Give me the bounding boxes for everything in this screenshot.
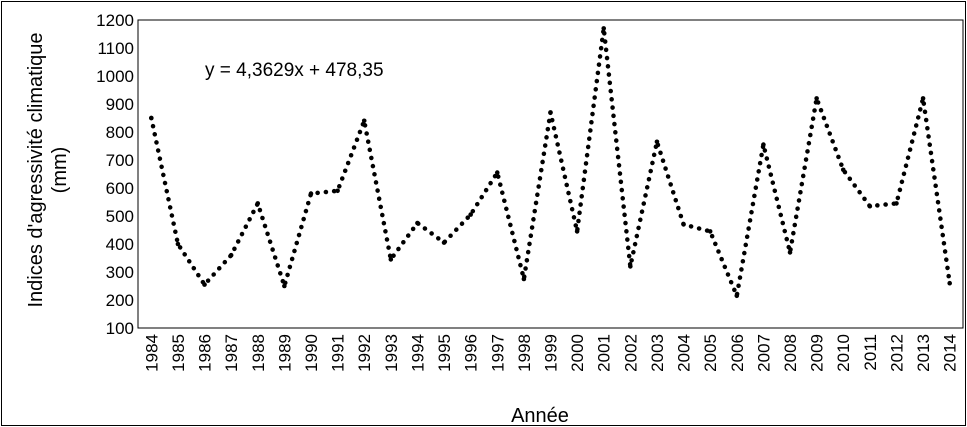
- series-layer: [149, 26, 952, 299]
- y-tick-label: 1000: [96, 67, 134, 86]
- data-point: [654, 139, 660, 145]
- data-point: [601, 26, 607, 31]
- x-tick-label: 1986: [196, 334, 215, 372]
- y-tick-label: 1200: [96, 11, 134, 30]
- y-axis-title-line1: Indices d'agressivité climatique: [25, 32, 47, 307]
- data-point: [521, 276, 527, 282]
- data-point: [787, 250, 793, 255]
- x-tick-label: 1995: [435, 334, 454, 372]
- data-point: [840, 167, 846, 173]
- data-point: [255, 201, 261, 206]
- data-point: [867, 203, 873, 209]
- x-tick-label: 1985: [169, 334, 188, 372]
- x-tick-label: 2005: [701, 334, 720, 372]
- x-tick-label: 2007: [754, 334, 773, 372]
- x-tick-label: 1984: [142, 334, 161, 372]
- x-tick-label: 2006: [728, 334, 747, 372]
- x-tick-label: 2011: [861, 334, 880, 371]
- data-point: [548, 110, 553, 115]
- data-point: [175, 241, 181, 247]
- x-tick-label: 1992: [355, 334, 374, 372]
- data-point: [734, 293, 740, 299]
- y-axis-title-line2: (mm): [49, 147, 71, 194]
- data-point: [468, 212, 473, 217]
- data-point: [814, 96, 819, 101]
- x-tick-label: 2010: [834, 334, 853, 372]
- y-tick-label: 100: [106, 319, 134, 338]
- x-tick-label: 1989: [275, 334, 294, 372]
- x-tick-label: 1991: [329, 334, 348, 372]
- y-tick-label: 300: [106, 263, 134, 282]
- x-tick-label: 1996: [462, 334, 481, 372]
- x-tick-label: 1988: [249, 334, 268, 372]
- x-tick-label: 1994: [408, 334, 427, 372]
- data-point: [202, 282, 207, 287]
- y-tick-label: 1100: [97, 39, 134, 58]
- data-point: [228, 252, 234, 258]
- y-axis-ticks: 100 200 300 400 500 600 700 800 900 1000 1100 1200: [96, 11, 134, 338]
- x-tick-label: 1993: [382, 334, 401, 372]
- y-tick-label: 800: [106, 123, 134, 142]
- x-tick-label: 1990: [302, 334, 321, 372]
- x-tick-label: 2009: [808, 334, 827, 372]
- data-point: [494, 170, 500, 175]
- data-point: [681, 222, 686, 227]
- data-point: [415, 220, 420, 226]
- data-point: [308, 191, 314, 196]
- x-tick-label: 2014: [941, 334, 960, 372]
- data-point: [707, 229, 713, 234]
- data-point: [761, 142, 766, 147]
- y-tick-label: 700: [106, 151, 134, 170]
- plot-area: [137, 19, 964, 329]
- x-tick-label: 2002: [621, 334, 640, 372]
- data-point: [628, 264, 633, 269]
- y-tick-label: 500: [106, 207, 134, 226]
- x-tick-label: 2012: [887, 334, 906, 372]
- regression-equation: y = 4,3629x + 478,35: [205, 60, 384, 81]
- y-tick-label: 200: [106, 291, 134, 310]
- y-tick-label: 900: [106, 95, 134, 114]
- x-tick-label: 2008: [781, 334, 800, 372]
- x-tick-label: 2000: [568, 334, 587, 372]
- x-tick-label: 1987: [222, 334, 241, 372]
- data-point: [441, 240, 447, 245]
- x-tick-label: 2004: [675, 334, 694, 372]
- data-point: [282, 283, 287, 289]
- data-point: [947, 280, 952, 286]
- y-tick-label: 600: [106, 179, 134, 198]
- data-point: [920, 96, 926, 101]
- x-tick-label: 1997: [488, 334, 507, 372]
- data-point: [361, 118, 367, 124]
- x-tick-label: 2003: [648, 334, 667, 372]
- x-tick-label: 2001: [595, 334, 614, 372]
- x-tick-label: 2013: [914, 334, 933, 372]
- data-point: [388, 257, 394, 262]
- data-point: [894, 201, 899, 206]
- data-point: [149, 115, 154, 121]
- x-tick-label: 1998: [515, 334, 534, 372]
- x-axis-ticks: 1984 1985 1986 1987 1988 1989 1990 1991 1992 1993…: [142, 334, 959, 372]
- y-tick-label: 400: [106, 235, 134, 254]
- x-tick-label: 1999: [542, 334, 561, 372]
- data-point: [335, 188, 340, 194]
- x-axis-title: Année: [511, 405, 569, 427]
- data-point: [574, 229, 580, 234]
